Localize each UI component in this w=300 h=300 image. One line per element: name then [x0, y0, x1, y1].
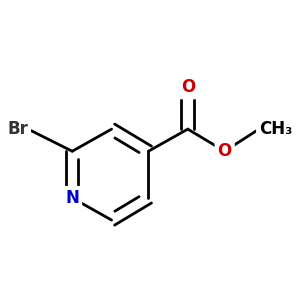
Text: Br: Br [7, 120, 28, 138]
Text: CH₃: CH₃ [259, 120, 292, 138]
Text: O: O [181, 78, 195, 96]
Text: N: N [65, 189, 79, 207]
Text: O: O [218, 142, 232, 160]
